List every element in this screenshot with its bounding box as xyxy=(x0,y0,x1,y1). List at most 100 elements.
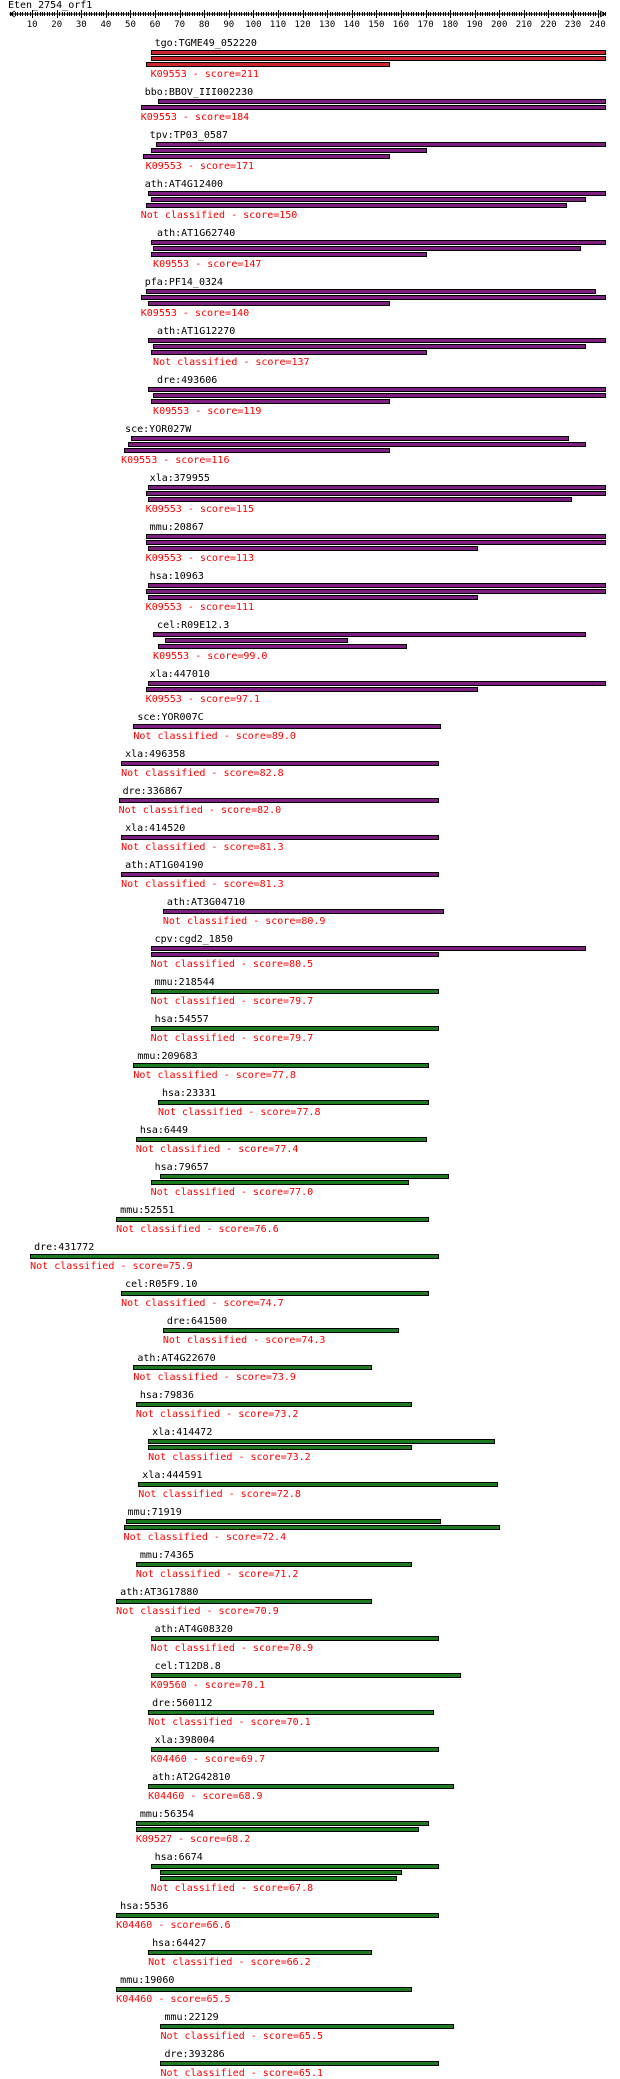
hit-alignment-bar[interactable] xyxy=(30,1254,439,1259)
hit-name[interactable]: xla:444591 xyxy=(142,1470,203,1481)
hit-alignment-bar[interactable] xyxy=(150,148,427,153)
hit-name[interactable]: hsa:6449 xyxy=(139,1125,189,1136)
hit-alignment-bar[interactable] xyxy=(135,1402,412,1407)
hit-name[interactable]: xla:414520 xyxy=(125,823,186,834)
hit-alignment-bar[interactable] xyxy=(148,1710,434,1715)
hit-alignment-bar[interactable] xyxy=(150,252,427,257)
hit-name[interactable]: sce:YOR007C xyxy=(137,712,204,723)
hit-alignment-bar[interactable] xyxy=(135,1137,427,1142)
hit-name[interactable]: mmu:20867 xyxy=(149,522,204,533)
hit-alignment-bar[interactable] xyxy=(145,589,606,594)
hit-name[interactable]: mmu:74365 xyxy=(139,1550,195,1561)
hit-alignment-bar[interactable] xyxy=(148,485,606,490)
hit-alignment-bar[interactable] xyxy=(135,1562,412,1567)
hit-alignment-bar[interactable] xyxy=(145,62,390,67)
hit-name[interactable]: hsa:64427 xyxy=(152,1938,207,1949)
hit-alignment-bar[interactable] xyxy=(160,1876,397,1881)
hit-name[interactable]: xla:414472 xyxy=(152,1427,213,1438)
hit-name[interactable]: ath:AT3G17880 xyxy=(120,1587,199,1598)
hit-name[interactable]: mmu:19060 xyxy=(120,1975,175,1986)
hit-alignment-bar[interactable] xyxy=(153,393,606,398)
hit-name[interactable]: dre:336867 xyxy=(122,786,183,797)
hit-name[interactable]: dre:493606 xyxy=(157,375,218,386)
hit-alignment-bar[interactable] xyxy=(148,583,606,588)
hit-alignment-bar[interactable] xyxy=(148,191,606,196)
hit-name[interactable]: ath:AT4G12400 xyxy=(144,179,224,190)
hit-alignment-bar[interactable] xyxy=(150,1636,439,1641)
hit-alignment-bar[interactable] xyxy=(130,436,570,441)
hit-name[interactable]: ath:AT1G04190 xyxy=(125,860,204,871)
hit-alignment-bar[interactable] xyxy=(145,534,606,539)
hit-name[interactable]: xla:496358 xyxy=(125,749,186,760)
hit-alignment-bar[interactable] xyxy=(148,338,606,343)
hit-name[interactable]: xla:398004 xyxy=(154,1735,215,1746)
hit-name[interactable]: hsa:10963 xyxy=(149,571,204,582)
hit-name[interactable]: dre:641500 xyxy=(166,1316,228,1327)
hit-name[interactable]: cel:T12D8.8 xyxy=(154,1661,221,1672)
hit-name[interactable]: hsa:23331 xyxy=(161,1088,217,1099)
hit-alignment-bar[interactable] xyxy=(153,344,587,349)
hit-name[interactable]: cel:R09E12.3 xyxy=(157,620,230,631)
hit-alignment-bar[interactable] xyxy=(150,989,439,994)
hit-name[interactable]: mmu:22129 xyxy=(164,2012,219,2023)
hit-name[interactable]: cpv:cgd2_1850 xyxy=(154,934,233,945)
hit-alignment-bar[interactable] xyxy=(121,872,439,877)
hit-name[interactable]: tpv:TP03_0587 xyxy=(149,130,228,141)
hit-alignment-bar[interactable] xyxy=(148,546,479,551)
hit-alignment-bar[interactable] xyxy=(128,442,587,447)
hit-alignment-bar[interactable] xyxy=(148,595,479,600)
hit-name[interactable]: hsa:79657 xyxy=(154,1162,209,1173)
hit-alignment-bar[interactable] xyxy=(157,99,606,104)
hit-name[interactable]: ath:AT1G62740 xyxy=(157,228,236,239)
hit-alignment-bar[interactable] xyxy=(150,399,390,404)
hit-name[interactable]: ath:AT1G12270 xyxy=(157,326,236,337)
hit-alignment-bar[interactable] xyxy=(133,724,442,729)
hit-alignment-bar[interactable] xyxy=(148,1445,412,1450)
hit-alignment-bar[interactable] xyxy=(155,142,606,147)
hit-alignment-bar[interactable] xyxy=(116,1217,429,1222)
hit-alignment-bar[interactable] xyxy=(145,687,479,692)
hit-alignment-bar[interactable] xyxy=(150,1747,439,1752)
hit-alignment-bar[interactable] xyxy=(145,540,606,545)
hit-name[interactable]: cel:R05F9.10 xyxy=(125,1279,198,1290)
hit-alignment-bar[interactable] xyxy=(140,295,606,300)
hit-alignment-bar[interactable] xyxy=(160,1870,402,1875)
hit-name[interactable]: ath:AT3G04710 xyxy=(166,897,246,908)
hit-name[interactable]: mmu:52551 xyxy=(120,1205,175,1216)
hit-alignment-bar[interactable] xyxy=(121,1291,429,1296)
hit-alignment-bar[interactable] xyxy=(138,1482,498,1487)
hit-name[interactable]: hsa:54557 xyxy=(154,1014,209,1025)
hit-alignment-bar[interactable] xyxy=(157,1100,429,1105)
hit-name[interactable]: tgo:TGME49_052220 xyxy=(154,38,257,49)
hit-alignment-bar[interactable] xyxy=(160,2061,439,2066)
hit-name[interactable]: mmu:209683 xyxy=(137,1051,198,1062)
hit-name[interactable]: sce:YOR027W xyxy=(125,424,192,435)
hit-alignment-bar[interactable] xyxy=(123,448,390,453)
hit-alignment-bar[interactable] xyxy=(157,644,407,649)
hit-name[interactable]: mmu:218544 xyxy=(154,977,215,988)
hit-name[interactable]: dre:431772 xyxy=(34,1242,95,1253)
hit-name[interactable]: hsa:5536 xyxy=(120,1901,169,1912)
hit-alignment-bar[interactable] xyxy=(150,1864,439,1869)
hit-alignment-bar[interactable] xyxy=(121,835,439,840)
hit-alignment-bar[interactable] xyxy=(143,154,390,159)
hit-alignment-bar[interactable] xyxy=(140,105,606,110)
hit-alignment-bar[interactable] xyxy=(162,909,444,914)
hit-alignment-bar[interactable] xyxy=(160,2024,454,2029)
hit-name[interactable]: pfa:PF14_0324 xyxy=(144,277,224,288)
hit-alignment-bar[interactable] xyxy=(150,1026,439,1031)
hit-name[interactable]: mmu:56354 xyxy=(139,1809,195,1820)
hit-alignment-bar[interactable] xyxy=(150,50,606,55)
hit-name[interactable]: hsa:79836 xyxy=(139,1390,195,1401)
hit-alignment-bar[interactable] xyxy=(126,1519,442,1524)
hit-alignment-bar[interactable] xyxy=(160,1174,449,1179)
hit-name[interactable]: dre:393286 xyxy=(164,2049,225,2060)
hit-alignment-bar[interactable] xyxy=(148,681,606,686)
hit-alignment-bar[interactable] xyxy=(148,1439,496,1444)
hit-name[interactable]: mmu:71919 xyxy=(127,1507,182,1518)
hit-alignment-bar[interactable] xyxy=(150,197,587,202)
hit-name[interactable]: ath:AT4G22670 xyxy=(137,1353,216,1364)
hit-alignment-bar[interactable] xyxy=(150,1180,410,1185)
hit-alignment-bar[interactable] xyxy=(148,497,572,502)
hit-name[interactable]: xla:379955 xyxy=(149,473,210,484)
